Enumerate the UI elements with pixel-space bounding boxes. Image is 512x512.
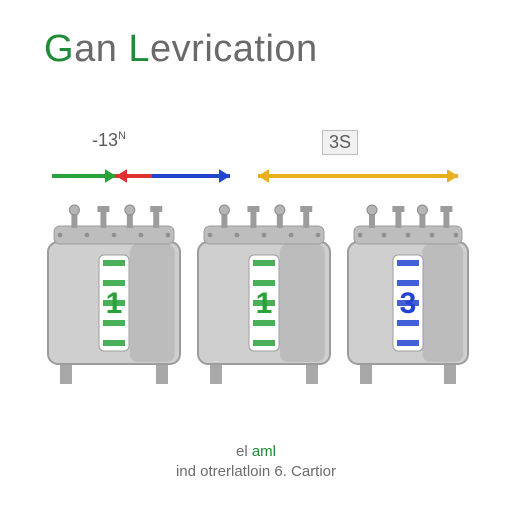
svg-text:1: 1 bbox=[106, 287, 123, 320]
page-title: Gan Levrication bbox=[44, 28, 318, 71]
caption: el aml ind otrerlatloin 6. Cartior bbox=[0, 442, 512, 483]
labels-row: -13N 3S bbox=[0, 130, 512, 160]
caption-line1: el aml bbox=[0, 442, 512, 462]
label-left: -13N bbox=[92, 130, 126, 151]
caption-line1-prefix: el bbox=[236, 443, 252, 460]
arrows-layer bbox=[0, 0, 512, 512]
svg-text:3: 3 bbox=[400, 287, 417, 320]
svg-text:1: 1 bbox=[256, 287, 273, 320]
caption-line2: ind otrerlatloin 6. Cartior bbox=[0, 462, 512, 482]
caption-line1-em: aml bbox=[252, 443, 276, 460]
label-right: 3S bbox=[322, 130, 358, 155]
tanks-layer: 1 1 3 bbox=[0, 0, 512, 512]
